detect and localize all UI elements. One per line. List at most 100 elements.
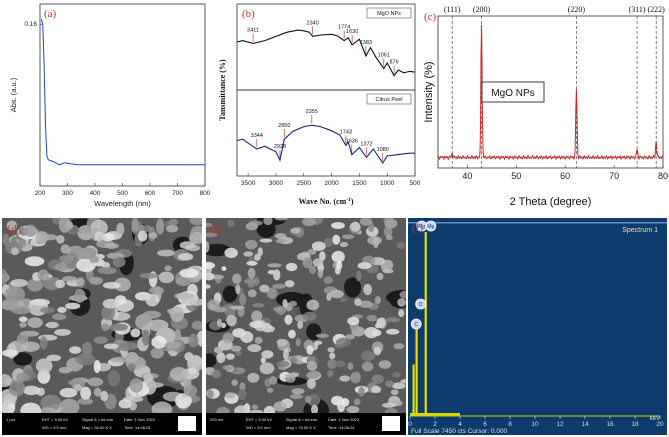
- grain: [62, 275, 78, 282]
- plot-frame: [39, 3, 206, 187]
- reflection-label: (111): [444, 5, 461, 14]
- x-tick-label: 2000: [324, 180, 339, 187]
- grain: [342, 234, 355, 240]
- grain: [51, 313, 67, 320]
- peak-label: 2928: [274, 144, 286, 150]
- grain: [101, 261, 111, 269]
- grain: [358, 386, 365, 397]
- scale-bar-label: 1 µm: [6, 417, 15, 422]
- grain: [306, 299, 320, 311]
- grain: [57, 306, 67, 314]
- sem-texture: [206, 218, 406, 425]
- sem-image-high-mag: (e) 200 nm EHT = 5.00 kV WD = 5.0 mm Sig…: [206, 218, 406, 435]
- grain: [331, 250, 345, 263]
- y-axis-label: Tansmittance (%): [218, 59, 227, 121]
- grain: [345, 334, 355, 340]
- grain: [361, 350, 376, 362]
- grain: [282, 298, 288, 308]
- grain: [302, 218, 316, 227]
- grain: [175, 276, 192, 286]
- pore: [344, 277, 362, 298]
- element-marker: [410, 318, 422, 330]
- grain: [314, 340, 323, 345]
- grain: [224, 392, 236, 399]
- grain: [284, 314, 293, 325]
- time-label: Time :14:06:24: [124, 425, 151, 430]
- grain: [253, 276, 260, 286]
- grain: [289, 356, 298, 364]
- grain: [94, 231, 104, 242]
- sem-texture: [2, 218, 202, 419]
- eds-peak-bar: [424, 232, 427, 416]
- grain: [216, 352, 226, 364]
- grain: [11, 247, 19, 256]
- eds-panel: Spectrum 1 C O Mg Mg 0 2 4 6 8 10 12 14 16 18 20 keV Full…: [408, 218, 667, 435]
- grain: [221, 266, 227, 272]
- grain: [372, 236, 379, 249]
- grain: [400, 379, 406, 384]
- grain: [189, 218, 202, 226]
- grain: [297, 320, 304, 330]
- legend-box: [481, 81, 545, 103]
- grain: [158, 271, 175, 284]
- grain: [170, 306, 185, 323]
- x-tick-label: 1500: [352, 180, 367, 187]
- grain: [116, 222, 125, 236]
- grain: [110, 356, 130, 363]
- grain: [186, 355, 202, 372]
- grain: [104, 242, 119, 249]
- grain: [114, 277, 131, 292]
- grain: [288, 329, 296, 339]
- grain: [290, 227, 301, 234]
- grain: [87, 377, 104, 387]
- reflection-label: (222): [647, 5, 665, 14]
- grain: [45, 321, 59, 329]
- grain: [222, 332, 234, 344]
- grain: [10, 278, 28, 288]
- x-tick-label: 500: [117, 190, 128, 197]
- grain: [169, 367, 189, 382]
- grain: [76, 247, 97, 260]
- signal-label: Signal A = InLens: [82, 417, 114, 422]
- ftir-panel: 3411 2340 1774 1630 1383 1061 876 MgO NPs 3344 29…: [215, 0, 421, 215]
- grain: [101, 323, 110, 332]
- grain: [58, 366, 72, 374]
- grain: [353, 398, 361, 406]
- grain: [151, 335, 167, 349]
- grain: [327, 370, 334, 378]
- grain: [55, 279, 66, 289]
- grain: [309, 265, 317, 275]
- grain: [69, 346, 82, 354]
- scale-bar-label: 200 nm: [210, 417, 224, 422]
- grain: [319, 251, 326, 262]
- grain: [273, 269, 281, 281]
- x-tick-label: 18: [631, 421, 639, 428]
- grain: [306, 345, 314, 355]
- wd-label: WD = 5.0 mm: [42, 425, 67, 430]
- grain: [269, 375, 278, 385]
- peak-label: 1080: [377, 147, 389, 153]
- x-tick-label: 400: [90, 190, 101, 197]
- grain: [216, 318, 223, 327]
- panel-label-bg: [240, 6, 260, 20]
- grain: [179, 241, 196, 250]
- grain: [306, 371, 321, 379]
- grain: [101, 233, 115, 242]
- grain: [285, 373, 299, 378]
- grain: [191, 320, 202, 330]
- grain: [108, 323, 128, 331]
- grain: [399, 290, 406, 299]
- grain: [398, 309, 405, 318]
- peak-label: 2850: [278, 123, 290, 129]
- grain: [107, 370, 121, 387]
- grain: [327, 358, 337, 370]
- grain: [89, 276, 103, 285]
- grain: [251, 310, 263, 323]
- grain: [374, 296, 382, 305]
- grain: [277, 338, 288, 347]
- sem-image-low-mag: (d) 1 µm EHT = 5.00 kV WD = 5.0 mm Signa…: [2, 218, 202, 435]
- grain: [206, 222, 213, 228]
- uv-vis-panel: 200 300 400 500 600 700 800 0.16 Wavelength (nm)…: [0, 0, 215, 215]
- ftir-line: [236, 124, 415, 165]
- panel-label-f: (f): [412, 222, 423, 234]
